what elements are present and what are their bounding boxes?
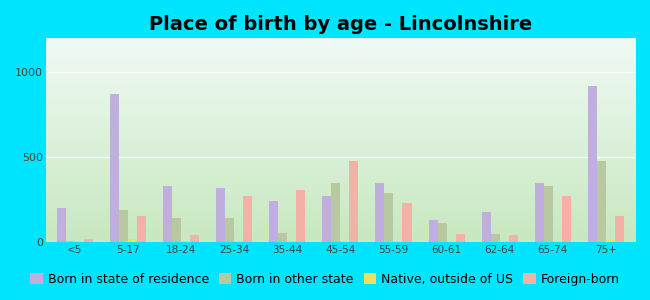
Bar [332, 183, 341, 242]
Bar [278, 233, 287, 242]
Bar [225, 218, 234, 242]
Bar [66, 241, 75, 242]
Bar [456, 234, 465, 242]
Bar [552, 241, 562, 242]
Bar [509, 236, 517, 242]
Bar [615, 216, 624, 242]
Bar [562, 196, 571, 242]
Bar [588, 86, 597, 242]
Bar [428, 220, 437, 242]
Bar [322, 196, 332, 242]
Bar [216, 188, 225, 242]
Bar [402, 203, 411, 242]
Bar [384, 193, 393, 242]
Bar [597, 161, 606, 242]
Bar [341, 241, 350, 242]
Bar [376, 183, 384, 242]
Bar [350, 161, 358, 242]
Bar [482, 212, 491, 242]
Bar [606, 240, 615, 242]
Bar [119, 210, 128, 242]
Bar [57, 208, 66, 242]
Bar [535, 183, 543, 242]
Bar [234, 241, 243, 242]
Bar [137, 216, 146, 242]
Bar [181, 241, 190, 242]
Legend: Born in state of residence, Born in other state, Native, outside of US, Foreign-: Born in state of residence, Born in othe… [25, 268, 625, 291]
Bar [447, 241, 456, 242]
Bar [287, 241, 296, 242]
Bar [190, 236, 199, 242]
Bar [163, 186, 172, 242]
Bar [491, 234, 500, 242]
Bar [296, 190, 306, 242]
Bar [500, 241, 509, 242]
Bar [543, 186, 552, 242]
Bar [84, 239, 93, 242]
Title: Place of birth by age - Lincolnshire: Place of birth by age - Lincolnshire [149, 15, 532, 34]
Bar [269, 201, 278, 242]
Bar [243, 196, 252, 242]
Bar [128, 239, 137, 242]
Bar [172, 218, 181, 242]
Bar [393, 241, 402, 242]
Bar [110, 94, 119, 242]
Bar [437, 223, 447, 242]
